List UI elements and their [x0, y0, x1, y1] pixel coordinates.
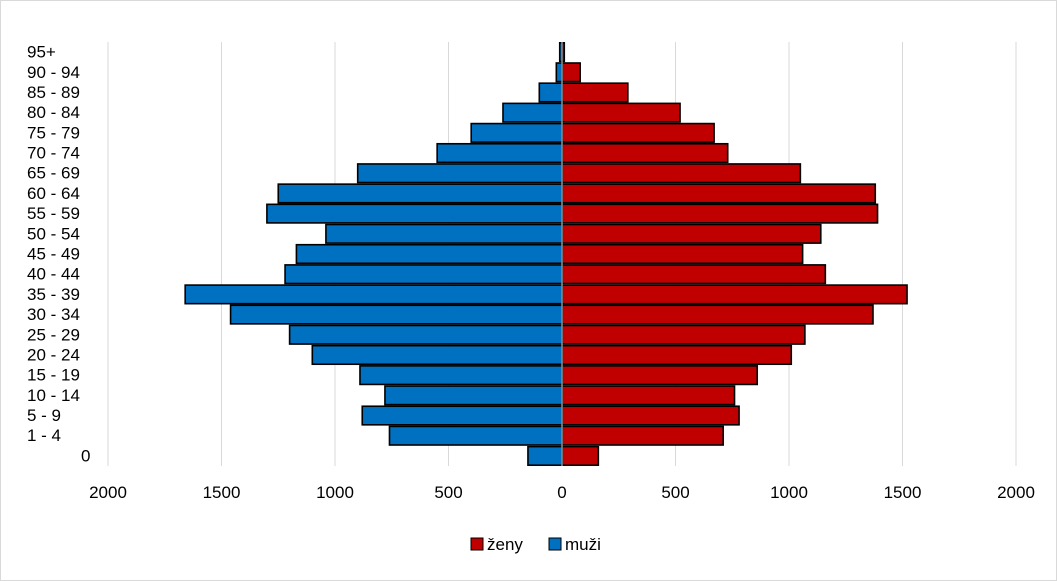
bar-zeny-16: [561, 122, 715, 143]
bar-zeny-9: [561, 264, 827, 285]
bar-zeny-8: [561, 284, 908, 305]
bar-zeny-17: [561, 102, 681, 123]
bar-muzi-16: [470, 122, 563, 143]
bar-muzi-10: [295, 243, 563, 265]
bar-muzi-19: [555, 62, 563, 83]
category-label-6: 25 - 29: [27, 325, 80, 344]
legend-entry-1: muži: [548, 535, 601, 554]
bar-muzi-9: [284, 264, 563, 285]
bar-muzi-11: [325, 223, 563, 244]
bar-muzi-13: [277, 183, 563, 204]
category-label-11: 50 - 54: [27, 224, 80, 243]
x-tick-label-3: 500: [434, 483, 462, 502]
category-label-13: 60 - 64: [27, 184, 80, 203]
bar-zeny-18: [561, 82, 629, 103]
bar-zeny-14: [561, 163, 802, 184]
legend-swatch-1: [548, 537, 562, 551]
x-tick-label-8: 2000: [997, 483, 1035, 502]
category-label-7: 30 - 34: [27, 305, 80, 324]
bar-zeny-7: [561, 304, 874, 325]
bars: [184, 42, 908, 466]
bar-zeny-3: [561, 385, 736, 406]
bar-zeny-1: [561, 425, 724, 446]
x-tick-labels: 2000 1500 1000 500 0 500 1000 1500 2000: [89, 483, 1035, 502]
bar-muzi-7: [229, 304, 563, 325]
legend-label-1: muži: [565, 535, 601, 554]
x-tick-label-2: 1000: [316, 483, 354, 502]
bar-zeny-6: [561, 324, 806, 345]
category-label-3: 10 - 14: [27, 386, 80, 405]
bar-muzi-8: [184, 284, 563, 305]
bar-zeny-0: [561, 445, 600, 466]
bar-zeny-5: [561, 344, 793, 366]
x-tick-label-6: 1000: [770, 483, 808, 502]
x-tick-label-5: 500: [661, 483, 689, 502]
category-label-18: 85 - 89: [27, 83, 80, 102]
bar-muzi-12: [266, 203, 563, 224]
bar-muzi-0: [527, 445, 563, 466]
bar-zeny-11: [561, 223, 822, 244]
x-tick-label-0: 2000: [89, 483, 127, 502]
category-label-5: 20 - 24: [27, 345, 80, 364]
category-label-12: 55 - 59: [27, 204, 80, 223]
bar-zeny-12: [561, 203, 879, 224]
x-tick-label-4: 0: [557, 483, 566, 502]
bar-zeny-10: [561, 243, 804, 265]
legend: ženy muži: [470, 535, 601, 554]
bar-zeny-19: [561, 62, 581, 83]
category-label-15: 70 - 74: [27, 144, 80, 163]
x-tick-label-7: 1500: [884, 483, 922, 502]
x-tick-label-1: 1500: [203, 483, 241, 502]
legend-swatch-0: [470, 537, 484, 551]
bar-muzi-18: [538, 82, 563, 103]
bar-muzi-14: [356, 163, 563, 184]
bar-muzi-5: [311, 344, 563, 366]
bar-muzi-3: [384, 385, 563, 406]
category-label-16: 75 - 79: [27, 123, 80, 142]
bar-muzi-2: [361, 405, 563, 426]
legend-entry-0: ženy: [470, 535, 523, 554]
bar-zeny-13: [561, 183, 877, 204]
category-label-0: 0: [81, 446, 90, 465]
bar-zeny-4: [561, 365, 759, 386]
category-label-17: 80 - 84: [27, 103, 80, 122]
bar-zeny-15: [561, 142, 729, 164]
bar-zeny-2: [561, 405, 740, 426]
category-label-20: 95+: [27, 43, 56, 62]
category-label-2: 5 - 9: [27, 406, 61, 425]
legend-label-0: ženy: [487, 535, 523, 554]
category-label-8: 35 - 39: [27, 285, 80, 304]
bar-muzi-1: [388, 425, 563, 446]
bar-muzi-4: [359, 365, 563, 386]
bar-muzi-6: [288, 324, 563, 345]
category-label-9: 40 - 44: [27, 265, 80, 284]
bar-muzi-15: [436, 142, 563, 164]
bar-muzi-17: [502, 102, 563, 123]
category-label-4: 15 - 19: [27, 366, 80, 385]
category-label-1: 1 - 4: [27, 426, 61, 445]
category-label-10: 45 - 49: [27, 245, 80, 264]
category-label-19: 90 - 94: [27, 63, 80, 82]
category-label-14: 65 - 69: [27, 164, 80, 183]
